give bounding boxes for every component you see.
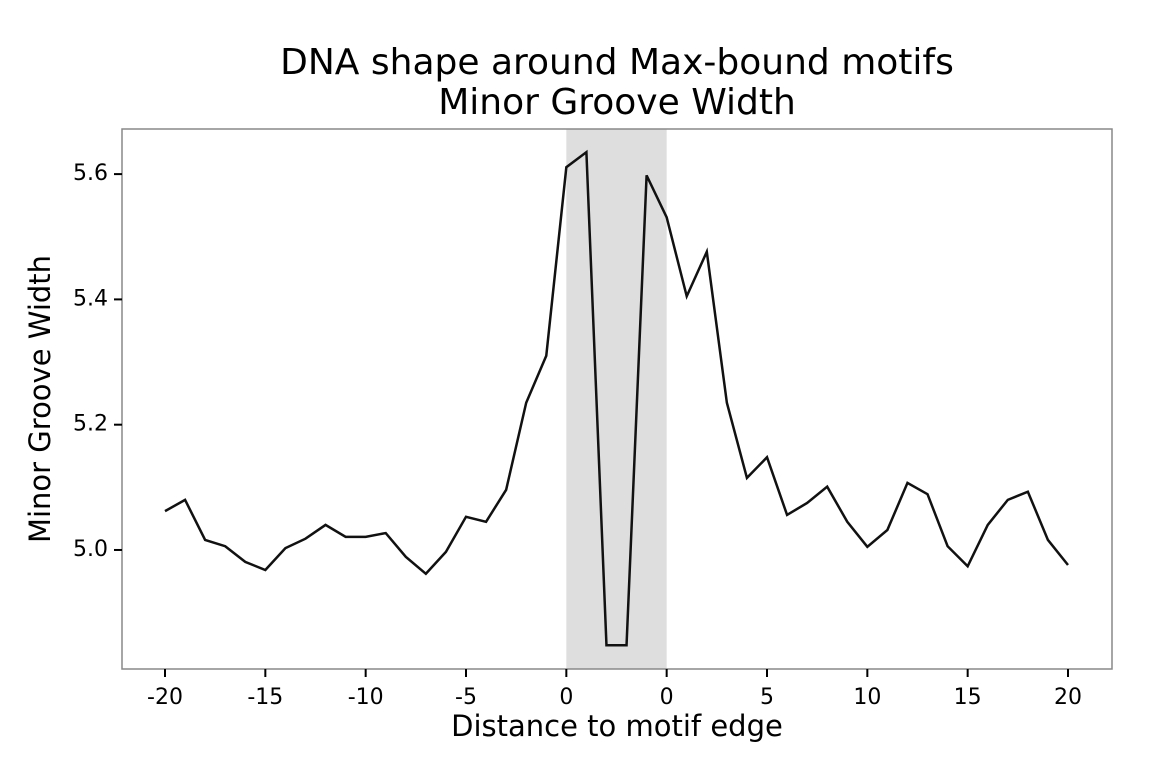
x-tick-label: -5 [455, 685, 477, 710]
chart-subtitle: Minor Groove Width [438, 82, 796, 123]
x-tick-label: -15 [247, 685, 283, 710]
chart-title: DNA shape around Max-bound motifs [280, 42, 954, 83]
plot-frame [121, 128, 1113, 670]
y-tick-label: 5.2 [73, 412, 108, 437]
shaded-region [566, 129, 667, 669]
data-line [164, 149, 1069, 647]
y-tick-label: 5.4 [73, 286, 108, 311]
x-tick-label: -10 [348, 685, 384, 710]
y-tick-label: 5.0 [73, 537, 108, 562]
x-tick-label: -20 [147, 685, 183, 710]
x-axis-label: Distance to motif edge [451, 709, 783, 743]
x-tick-label: 5 [760, 685, 774, 710]
x-tick-label: 15 [954, 685, 982, 710]
y-axis-label: Minor Groove Width [23, 255, 57, 543]
x-tick-label: 20 [1054, 685, 1082, 710]
x-tick-label: 0 [559, 685, 573, 710]
y-tick-label: 5.6 [73, 161, 108, 186]
x-tick-label: 0 [660, 685, 674, 710]
x-tick-label: 10 [853, 685, 881, 710]
